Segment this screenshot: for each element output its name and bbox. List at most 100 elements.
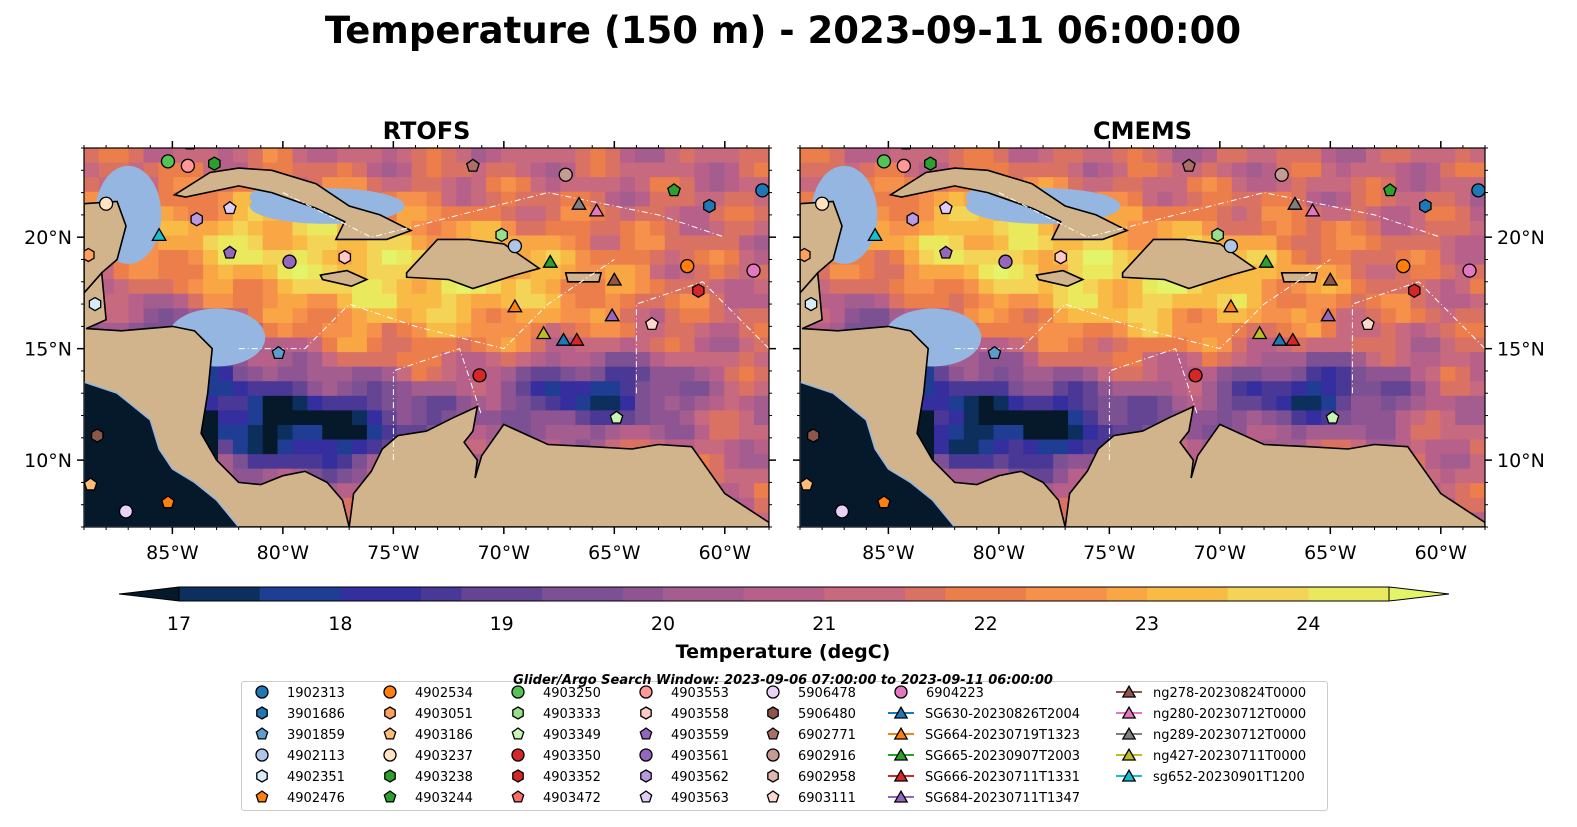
colorbar-segment xyxy=(1187,587,1229,601)
marker-5906478 xyxy=(834,504,850,519)
marker-ng278-20230824T0000 xyxy=(1322,271,1339,286)
x-tick-label: 75°W xyxy=(367,542,420,564)
y-tick-label: 10°N xyxy=(1497,450,1545,472)
y-tick-label: 10°N xyxy=(24,450,72,472)
marker-1902313 xyxy=(755,183,769,198)
colorbar-segment xyxy=(501,587,543,601)
marker-4903563 xyxy=(222,200,237,215)
colorbar-tick-label: 19 xyxy=(490,613,514,635)
colorbar-segment xyxy=(1066,587,1108,601)
colorbar-tick-label: 24 xyxy=(1296,613,1320,635)
marker-4903250 xyxy=(876,154,892,169)
marker-sg652-20230901T1200 xyxy=(867,227,884,242)
marker-ng280-20230712T0000 xyxy=(1304,202,1321,217)
marker-6903111 xyxy=(644,316,659,331)
eez-boundaries xyxy=(954,192,1485,461)
map-panel-cmems: CMEMS 85°W 80°W 75°W 70°W 65°W 60°W 10°N 15°N 20°… xyxy=(793,117,1545,564)
marker-4903238 xyxy=(924,156,937,171)
map-panel-rtofs: RTOFS 85°W 80°W 75°W 70°W 65°W 60°W 10°N 15°N 20°… xyxy=(24,117,776,564)
colorbar-segment xyxy=(340,587,382,601)
colorbar-segment xyxy=(300,587,341,601)
marker-1902313 xyxy=(1471,183,1485,198)
x-tick-label: 70°W xyxy=(1194,542,1247,564)
y-tick-label: 20°N xyxy=(24,227,72,249)
marker-4903051 xyxy=(800,247,811,263)
marker-4903244 xyxy=(1383,183,1397,197)
colorbar-tick-label: 21 xyxy=(812,613,836,635)
marker-4903352 xyxy=(1408,283,1421,298)
marker-6902771 xyxy=(465,158,480,172)
marker-4902351 xyxy=(88,296,102,312)
marker-4902534 xyxy=(1396,259,1411,274)
figure-title: Temperature (150 m) - 2023-09-11 06:00:0… xyxy=(325,9,1241,52)
marker-4902113 xyxy=(507,238,523,254)
colorbar-segment xyxy=(1268,587,1309,601)
colorbar-segment xyxy=(1147,587,1188,601)
colorbar-extend-high xyxy=(1388,586,1450,602)
eez-boundaries xyxy=(238,192,769,461)
colorbar-segment xyxy=(824,587,866,601)
marker-4903352 xyxy=(692,283,705,298)
y-tick-label: 15°N xyxy=(24,339,72,361)
marker-SG684-20230711T1347 xyxy=(604,307,621,322)
panel-title: CMEMS xyxy=(1093,117,1192,145)
float-glider-markers xyxy=(800,148,1485,519)
marker-ng289-20230712T0000 xyxy=(571,196,587,210)
colorbar-tick-label: 18 xyxy=(328,613,352,635)
marker-ng427-20230711T0000 xyxy=(535,325,552,340)
marker-4903237 xyxy=(814,196,830,211)
marker-6902771 xyxy=(1181,158,1196,172)
panel-frame xyxy=(83,147,770,528)
marker-4903350 xyxy=(472,368,487,383)
land xyxy=(84,167,769,527)
x-tick-label: 85°W xyxy=(146,542,199,564)
marker-4903186 xyxy=(84,477,98,491)
marker-4903186 xyxy=(800,477,814,491)
colorbar-segment xyxy=(622,587,664,601)
marker-4903244 xyxy=(667,183,681,197)
marker-SG664-20230719T1323 xyxy=(506,298,523,313)
marker-4903333 xyxy=(495,227,508,243)
colorbar-segment xyxy=(784,587,825,601)
y-tick-label: 20°N xyxy=(1497,227,1545,249)
colorbar-segment xyxy=(380,587,422,601)
marker-SG684-20230711T1347 xyxy=(1320,307,1337,322)
marker-3901859 xyxy=(987,345,1002,360)
colorbar-segment xyxy=(1227,587,1269,601)
colorbar-segment xyxy=(461,587,503,601)
colorbar-segment xyxy=(743,587,785,601)
marker-4902476 xyxy=(161,495,175,509)
marker-4903561 xyxy=(998,254,1013,269)
marker-SG665-20230907T2003 xyxy=(1258,254,1275,268)
marker-6904223 xyxy=(746,263,761,278)
colorbar-segment xyxy=(219,587,261,601)
marker-4903250 xyxy=(160,154,176,169)
marker-SG666-20230711T1331 xyxy=(568,332,585,346)
marker-4903553 xyxy=(896,158,912,173)
legend-box xyxy=(241,681,1328,811)
map-panels: RTOFS 85°W 80°W 75°W 70°W 65°W 60°W 10°N 15°N 20°… xyxy=(24,117,1545,564)
colorbar-segment xyxy=(864,587,906,601)
marker-4903558 xyxy=(1054,249,1068,265)
colorbar: 17 18 19 20 21 22 23 24 xyxy=(118,586,1450,635)
marker-3901859 xyxy=(271,345,286,360)
marker-5906480 xyxy=(806,428,820,443)
colorbar-segment xyxy=(945,587,987,601)
marker-6904223 xyxy=(1462,263,1477,278)
colorbar-label: Temperature (degC) xyxy=(676,641,891,663)
marker-4902113 xyxy=(1223,238,1239,254)
marker-4903349 xyxy=(609,410,624,424)
marker-4903558 xyxy=(338,249,352,265)
colorbar-segment xyxy=(905,587,946,601)
marker-4903349 xyxy=(1325,410,1340,424)
marker-SG665-20230907T2003 xyxy=(542,254,559,268)
marker-SG664-20230719T1323 xyxy=(1222,298,1239,313)
marker-4903237 xyxy=(98,196,114,211)
marker-ng427-20230711T0000 xyxy=(1251,325,1268,340)
marker-ng278-20230824T0000 xyxy=(606,271,623,286)
colorbar-segment xyxy=(582,587,624,601)
marker-ng280-20230712T0000 xyxy=(588,202,605,217)
marker-4902351 xyxy=(804,296,818,312)
marker-6903111 xyxy=(1360,316,1375,331)
land xyxy=(800,167,1485,527)
